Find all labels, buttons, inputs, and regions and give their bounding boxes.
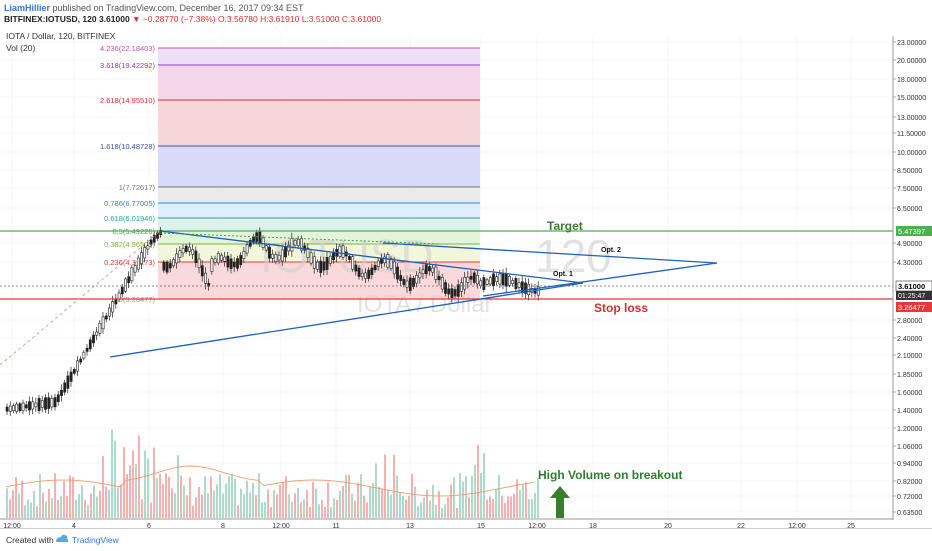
price-axis-label: 2.80000 [897, 318, 922, 325]
time-axis-label: 22 [737, 523, 745, 528]
countdown-tag [896, 291, 932, 300]
stop-price-tag [896, 302, 932, 312]
price-axis-label: 4.90000 [897, 241, 922, 248]
price-axis-label: 23.00000 [897, 40, 926, 47]
time-axis-label: 6 [147, 523, 151, 528]
open-value: O:3.56780 [218, 14, 258, 24]
dashed-fib-connector [0, 232, 159, 366]
price-axis-label: 8.50000 [897, 168, 922, 175]
price-axis-label: 7.50000 [897, 186, 922, 193]
low-value: L:3.51000 [301, 14, 340, 24]
close-value: C:3.61000 [341, 14, 382, 24]
time-axis-label: 12:00 [272, 523, 290, 528]
pane-title: IOTA / Dollar, 120, BITFINEX [6, 31, 116, 41]
price-axis-label: 4.30000 [897, 260, 922, 267]
time-axis-label: 11 [332, 523, 339, 528]
time-axis-label: 13 [406, 523, 414, 528]
price-axis-label: 0.63500 [897, 510, 922, 517]
high-volume-label: High Volume on breakout [538, 468, 682, 482]
price-axis-label: 1.60000 [897, 390, 922, 397]
time-axis-label: 25 [847, 523, 855, 528]
time-axis-label: 15 [477, 523, 485, 528]
ohlc-line: BITFINEX:IOTUSD, 120 3.61000 ▼ −0.28770 … [4, 14, 381, 24]
target-price-tag [896, 226, 932, 236]
fib-level-label: 4.236(22.18403) [100, 44, 156, 53]
price-chart[interactable]: 4.236(22.18403) 3.618(19.42292) 2.618(14.9… [0, 36, 932, 528]
footer-bar: Created with TradingView [0, 528, 932, 551]
price-axis-label: 11.50000 [897, 131, 926, 138]
countdown-tag-text: 01:25:47 [898, 293, 925, 300]
fib-level-label: 3.618(19.42292) [100, 61, 156, 70]
tradingview-brand-link[interactable]: TradingView [72, 535, 119, 545]
symbol-label: BITFINEX:IOTUSD, 120 [4, 14, 97, 24]
fib-level-label: 1(7.72617) [119, 183, 156, 192]
tradingview-logo-icon [56, 534, 69, 542]
time-axis-label: 20 [664, 523, 672, 528]
high-value: H:3.61910 [260, 14, 300, 24]
fib-level-label: 1.618(10.48728) [100, 142, 156, 151]
last-price: 3.61000 [98, 14, 130, 24]
target-price-tag-text: 5.47397 [898, 227, 925, 236]
watermark-name: IOTA / Dollar [357, 291, 493, 318]
drawings: Target Stop loss Opt. 1 Opt. 2 High Volu… [0, 219, 893, 518]
symbol-watermark: IOTUSD 120 IOTA / Dollar [260, 230, 612, 318]
time-axis[interactable]: 12:00 4 6 8 12:00 11 13 15 12:00 18 20 22 12:00 25 [0, 518, 893, 528]
price-axis-label: 6.50000 [897, 206, 922, 213]
triangle-lower[interactable] [109, 282, 584, 358]
time-axis-label: 12:00 [3, 523, 21, 528]
dotted-trend-line [159, 232, 441, 245]
publish-line: LiamHillier published on TradingView.com… [4, 3, 304, 13]
price-axis-label: 1.20000 [897, 426, 922, 433]
price-axis-labels: 25.0000023.0000020.0000018.0000015.00000… [893, 40, 926, 517]
pane-labels: IOTA / Dollar, 120, BITFINEX Vol (20) [6, 30, 115, 54]
time-axis-label: 12:00 [528, 523, 546, 528]
price-tags: 5.47397 3.61000 01:25:47 3.26477 [895, 226, 932, 312]
author-link[interactable]: LiamHillier [4, 3, 51, 13]
opt2-label: Opt. 2 [601, 247, 621, 254]
volume-indicator-label[interactable]: Vol (20) [6, 43, 36, 53]
fib-level-label: 0.236(4.31273) [104, 258, 155, 267]
opt1-label: Opt. 1 [553, 271, 573, 278]
price-axis-label: 13.00000 [897, 115, 926, 122]
price-axis-label: 0.94000 [897, 461, 922, 468]
triangle-upper-opt1[interactable] [159, 230, 584, 284]
volume-bars [5, 429, 539, 518]
price-change: ▼ −0.28770 (−7.38%) [132, 14, 216, 24]
price-axis-label: 20.00000 [897, 58, 926, 65]
time-axis-label: 12:00 [788, 523, 806, 528]
chart-grid [0, 36, 893, 519]
price-axis-label: 1.06000 [897, 444, 922, 451]
triangle-lower-opt2[interactable] [482, 262, 718, 297]
target-label: Target [547, 219, 583, 233]
stop-price-tag-text: 3.26477 [898, 303, 925, 312]
publish-info: published on TradingView.com, December 1… [52, 3, 304, 13]
fib-level-label: 0.382(4.96505) [104, 240, 155, 249]
fib-level-label: 0.618(6.01946) [104, 214, 155, 223]
up-arrow-icon [550, 486, 570, 518]
chart-header: LiamHillier published on TradingView.com… [0, 0, 932, 34]
price-axis-label: 1.85000 [897, 372, 922, 379]
candlesticks [5, 227, 540, 417]
time-axis-label: 8 [221, 523, 225, 528]
price-axis-label: 15.00000 [897, 95, 926, 102]
price-axis-label: 10.00000 [897, 150, 926, 157]
time-axis-label: 4 [72, 523, 76, 528]
current-price-tag-text: 3.61000 [898, 282, 925, 291]
stop-loss-label: Stop loss [594, 301, 648, 315]
triangle-upper-opt2[interactable] [382, 242, 718, 264]
price-axis-label: 1.40000 [897, 408, 922, 415]
price-axis-label: 18.00000 [897, 77, 926, 84]
price-axis-label: 0.82000 [897, 479, 922, 486]
price-axis-label: 2.40000 [897, 336, 922, 343]
fib-level-label: 2.618(14.95510) [100, 96, 156, 105]
price-axis-label: 2.10000 [897, 353, 922, 360]
price-axis-label: 0.72000 [897, 494, 922, 501]
created-with-label: Created with [6, 535, 54, 545]
time-axis-label: 18 [589, 523, 597, 528]
fib-level-label: 0.786(6.77005) [104, 199, 155, 208]
